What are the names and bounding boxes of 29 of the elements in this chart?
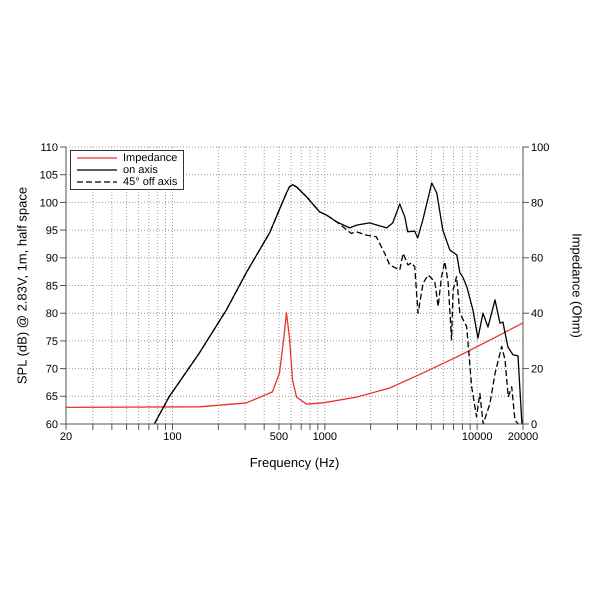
y-tick-label: 70 xyxy=(46,364,58,376)
y2-tick-label: 0 xyxy=(531,418,538,431)
y-tick-label: 65 xyxy=(46,391,58,404)
y2-axis-title: Impedance (Ohm) xyxy=(569,233,584,338)
y-tick-label: 95 xyxy=(46,225,58,238)
legend-label: on axis xyxy=(123,164,158,176)
y-tick-label: 90 xyxy=(46,252,58,265)
x-tick-label: 20000 xyxy=(508,430,538,443)
x-tick-label: 100 xyxy=(163,430,182,443)
x-tick-label: 10000 xyxy=(462,430,492,443)
y-tick-label: 60 xyxy=(46,418,58,431)
x-axis-title: Frequency (Hz) xyxy=(250,455,340,470)
y-axis-title: SPL (dB) @ 2.83V, 1m, half space xyxy=(14,186,30,384)
x-tick-label: 500 xyxy=(270,430,288,443)
y-tick-label: 110 xyxy=(40,142,58,154)
y2-tick-label: 40 xyxy=(531,308,544,320)
legend-label: 45° off axis xyxy=(123,176,178,188)
x-tick-label: 1000 xyxy=(312,430,338,443)
y-tick-label: 105 xyxy=(40,170,58,182)
y2-tick-label: 20 xyxy=(531,364,544,376)
y2-tick-label: 60 xyxy=(531,252,544,265)
y-tick-label: 80 xyxy=(46,308,58,320)
y2-tick-label: 80 xyxy=(531,197,544,210)
y-tick-label: 100 xyxy=(40,197,58,210)
y2-tick-label: 100 xyxy=(531,142,550,154)
y-tick-label: 75 xyxy=(46,336,58,348)
legend-label: Impedance xyxy=(123,152,178,164)
y-tick-label: 85 xyxy=(46,280,58,292)
x-tick-label: 20 xyxy=(60,430,72,443)
